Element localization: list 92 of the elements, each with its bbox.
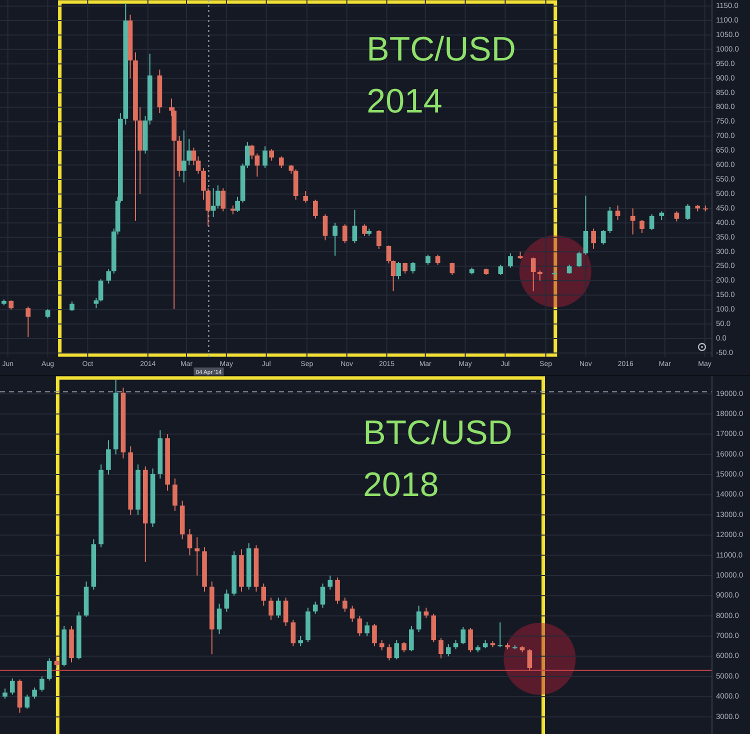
candlestick (342, 224, 348, 244)
candlestick (106, 268, 112, 284)
candlestick (70, 301, 74, 312)
candlestick (332, 222, 338, 256)
candlestick (468, 627, 473, 653)
candlestick (290, 619, 296, 647)
candlestick (649, 214, 654, 231)
candlestick (576, 251, 582, 268)
candlestick (262, 146, 268, 168)
candlestick (320, 583, 326, 608)
candlestick (435, 254, 440, 266)
candlestick (600, 230, 606, 246)
candlestick (450, 262, 455, 276)
candlestick (508, 252, 513, 268)
candlestick (313, 199, 318, 220)
candlestick (250, 144, 254, 160)
candlestick (26, 306, 31, 338)
candlestick (402, 642, 406, 653)
candlestick (268, 597, 274, 620)
candlestick (426, 254, 430, 266)
candlestick (583, 195, 588, 256)
candlestick (342, 597, 348, 612)
candlestick (386, 244, 392, 264)
candlestick (362, 224, 367, 236)
candlestick (224, 589, 230, 612)
candlestick (498, 264, 504, 276)
candlestick (376, 230, 382, 250)
candlestick (54, 656, 60, 669)
candlestick (640, 219, 644, 234)
candlestick (386, 644, 392, 661)
candlestick (498, 622, 502, 648)
candlestick (172, 478, 178, 512)
candlestick (312, 601, 318, 614)
candlestick (350, 605, 355, 622)
candlestick (32, 687, 37, 700)
candlestick (8, 300, 14, 310)
candlestick (460, 626, 466, 645)
candlestick (106, 440, 111, 476)
candlestick (220, 188, 226, 212)
candlestick (254, 152, 260, 178)
candlestick (24, 694, 30, 710)
candlestick (591, 228, 596, 250)
text: BTC/USD 2018 (363, 414, 512, 504)
candlestick (194, 536, 200, 576)
candlestick (269, 148, 274, 162)
candlestick (364, 621, 370, 637)
candlestick (46, 658, 52, 681)
candlestick (328, 575, 333, 590)
candlestick (187, 528, 192, 556)
candlestick (416, 605, 422, 633)
candlestick (607, 206, 612, 234)
candlestick (276, 597, 281, 618)
candlestick (396, 261, 401, 280)
candlestick (685, 204, 690, 220)
candlestick (283, 597, 288, 626)
candlestick (335, 577, 340, 604)
candlestick (98, 278, 104, 302)
text: BTC/USD 2014 (366, 30, 516, 121)
candlestick (261, 583, 266, 606)
candlestick (298, 636, 303, 647)
candlestick (410, 261, 416, 274)
candlestick (527, 648, 532, 671)
candlestick (303, 190, 308, 204)
candlestick (278, 156, 284, 168)
candlestick (674, 210, 680, 222)
candlestick (424, 607, 429, 618)
candlestick (630, 208, 636, 235)
candlestick (352, 209, 358, 244)
candlestick (2, 688, 8, 700)
candlestick (446, 644, 451, 657)
candlestick (322, 214, 328, 241)
candlestick (181, 130, 186, 183)
candlestick (530, 257, 536, 292)
candlestick (235, 196, 240, 212)
candlestick (379, 640, 384, 651)
candlestick (372, 623, 377, 647)
candlestick (45, 308, 50, 319)
candlestick (216, 603, 222, 635)
candlestick (186, 138, 192, 166)
candlestick (94, 298, 99, 309)
candlestick (357, 615, 362, 637)
candlestick (390, 260, 396, 292)
candlestick (196, 156, 201, 174)
candlestick (453, 640, 458, 650)
candlestick (409, 625, 414, 652)
candlestick (40, 676, 44, 692)
candlestick (438, 638, 444, 659)
candlestick (191, 147, 196, 166)
candlestick (394, 640, 400, 660)
candlestick (537, 270, 542, 282)
candlestick (615, 205, 620, 220)
candlestick (10, 678, 15, 696)
